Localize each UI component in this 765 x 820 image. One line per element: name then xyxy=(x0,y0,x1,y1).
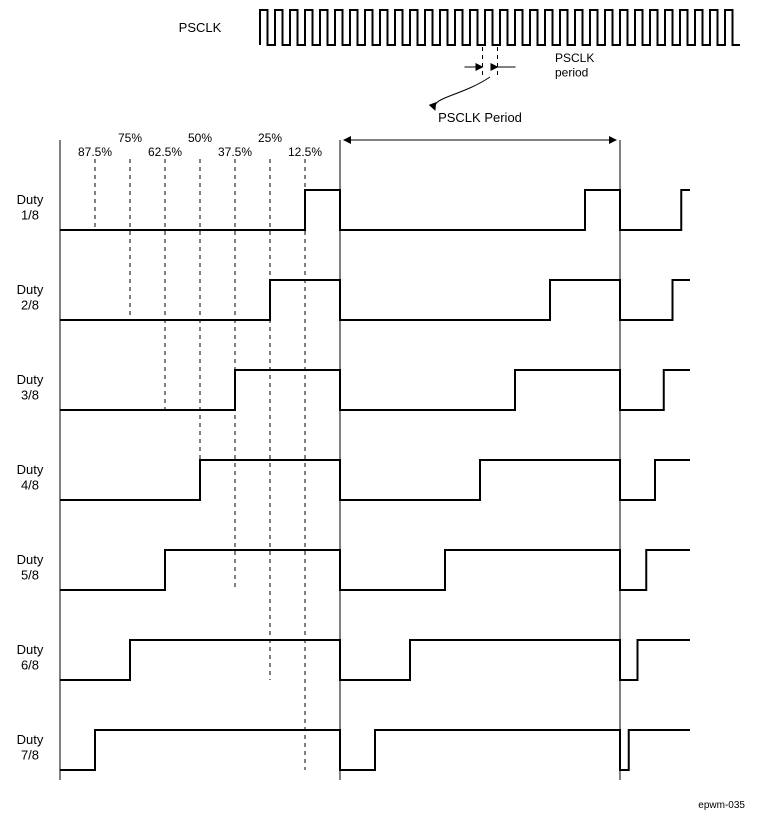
duty-waveform xyxy=(60,550,690,590)
duty-waveform xyxy=(60,730,690,770)
pct-label: 50% xyxy=(188,131,212,145)
duty-label: Duty4/8 xyxy=(17,462,44,493)
pct-label: 62.5% xyxy=(148,145,182,159)
psclk-period-small-label: PSCLKperiod xyxy=(555,51,594,79)
duty-label: Duty3/8 xyxy=(17,372,44,403)
psclk-period-big-label: PSCLK Period xyxy=(438,110,522,125)
duty-label: Duty2/8 xyxy=(17,282,44,313)
duty-label: Duty5/8 xyxy=(17,552,44,583)
duty-waveform xyxy=(60,190,690,230)
duty-waveform xyxy=(60,370,690,410)
psclk-label: PSCLK xyxy=(179,20,222,35)
duty-waveform xyxy=(60,280,690,320)
pct-label: 25% xyxy=(258,131,282,145)
pct-label: 12.5% xyxy=(288,145,322,159)
duty-waveform xyxy=(60,640,690,680)
pct-label: 37.5% xyxy=(218,145,252,159)
pct-label: 75% xyxy=(118,131,142,145)
figure-id: epwm-035 xyxy=(698,800,745,811)
duty-label: Duty7/8 xyxy=(17,732,44,763)
duty-waveform xyxy=(60,460,690,500)
duty-label: Duty6/8 xyxy=(17,642,44,673)
duty-label: Duty1/8 xyxy=(17,192,44,223)
pct-label: 87.5% xyxy=(78,145,112,159)
